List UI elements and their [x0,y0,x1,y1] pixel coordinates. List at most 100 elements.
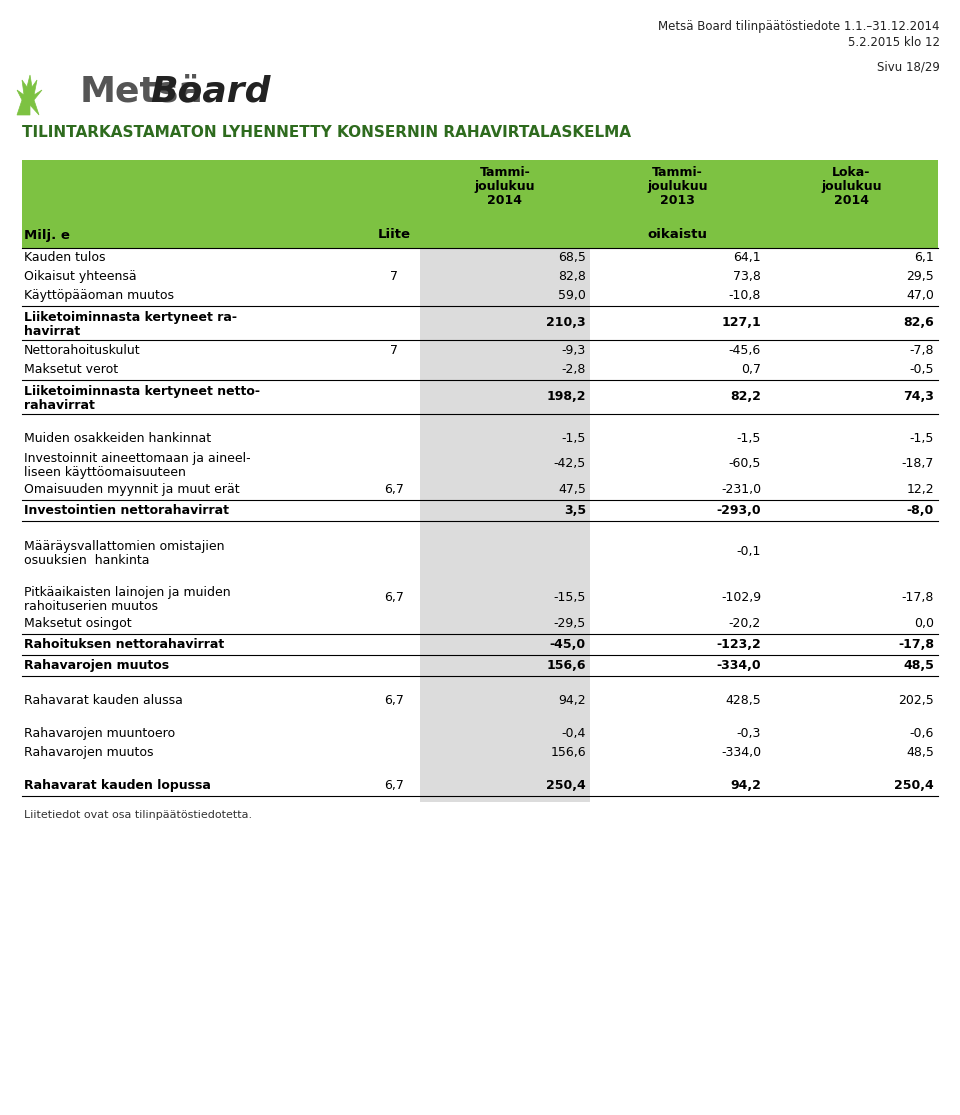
Text: 6,1: 6,1 [914,251,934,264]
Text: Pitkäaikaisten lainojen ja muiden: Pitkäaikaisten lainojen ja muiden [24,586,230,599]
Text: -10,8: -10,8 [729,289,761,302]
Text: Tammi-: Tammi- [652,166,703,180]
Text: -17,8: -17,8 [901,591,934,604]
Text: 2013: 2013 [660,194,695,207]
Text: 2014: 2014 [488,194,522,207]
Text: -0,5: -0,5 [909,363,934,376]
Text: 59,0: 59,0 [558,289,586,302]
Text: Loka-: Loka- [832,166,871,180]
Text: 202,5: 202,5 [899,694,934,707]
Text: 47,0: 47,0 [906,289,934,302]
Text: -9,3: -9,3 [562,345,586,357]
Text: Käyttöpääoman muutos: Käyttöpääoman muutos [24,289,174,302]
Text: -29,5: -29,5 [554,617,586,630]
Text: Rahavarojen muutos: Rahavarojen muutos [24,659,169,672]
Text: 0,7: 0,7 [741,363,761,376]
Text: -20,2: -20,2 [729,617,761,630]
Text: 94,2: 94,2 [731,779,761,792]
Text: 127,1: 127,1 [721,317,761,330]
Text: Metsä: Metsä [80,75,204,109]
Text: 3,5: 3,5 [564,504,586,517]
Text: -0,4: -0,4 [562,727,586,740]
Text: -1,5: -1,5 [562,432,586,445]
Text: 6,7: 6,7 [384,591,404,604]
Text: 6,7: 6,7 [384,779,404,792]
Bar [22,159,938,248]
Text: Maksetut osingot: Maksetut osingot [24,617,132,630]
Text: -60,5: -60,5 [729,457,761,471]
Polygon shape [17,75,42,115]
Text: -1,5: -1,5 [910,432,934,445]
Text: 47,5: 47,5 [558,483,586,496]
Text: -334,0: -334,0 [721,746,761,759]
Text: 68,5: 68,5 [558,251,586,264]
Text: Milj. e: Milj. e [24,229,70,242]
Text: 94,2: 94,2 [559,694,586,707]
Text: 156,6: 156,6 [546,659,586,672]
Text: -8,0: -8,0 [907,504,934,517]
Text: 210,3: 210,3 [546,317,586,330]
Text: Muiden osakkeiden hankinnat: Muiden osakkeiden hankinnat [24,432,211,445]
Text: 48,5: 48,5 [903,659,934,672]
Text: 198,2: 198,2 [546,390,586,404]
Text: Liiketoiminnasta kertyneet ra-: Liiketoiminnasta kertyneet ra- [24,311,237,324]
Text: 12,2: 12,2 [906,483,934,496]
Text: 7: 7 [390,345,398,357]
Text: -0,6: -0,6 [910,727,934,740]
Text: -293,0: -293,0 [716,504,761,517]
Text: 428,5: 428,5 [725,694,761,707]
Text: TILINTARKASTAMATON LYHENNETTY KONSERNIN RAHAVIRTALASKELMA: TILINTARKASTAMATON LYHENNETTY KONSERNIN … [22,125,631,140]
Text: -0,1: -0,1 [736,545,761,559]
Text: Liiketoiminnasta kertyneet netto-: Liiketoiminnasta kertyneet netto- [24,385,260,398]
Text: 2014: 2014 [834,194,869,207]
Text: -102,9: -102,9 [721,591,761,604]
Text: Maksetut verot: Maksetut verot [24,363,118,376]
Text: -17,8: -17,8 [898,638,934,651]
Text: -15,5: -15,5 [554,591,586,604]
Text: Sivu 18/29: Sivu 18/29 [877,60,940,72]
Text: joulukuu: joulukuu [475,180,536,193]
Text: 7: 7 [390,270,398,283]
Text: -2,8: -2,8 [562,363,586,376]
Text: havirrat: havirrat [24,324,81,338]
Text: 6,7: 6,7 [384,694,404,707]
Text: osuuksien  hankinta: osuuksien hankinta [24,554,150,568]
Text: Rahavarojen muuntoero: Rahavarojen muuntoero [24,727,175,740]
Text: -334,0: -334,0 [716,659,761,672]
Text: Rahavarat kauden lopussa: Rahavarat kauden lopussa [24,779,211,792]
Text: -0,3: -0,3 [736,727,761,740]
Text: 64,1: 64,1 [733,251,761,264]
Text: -123,2: -123,2 [716,638,761,651]
Text: -7,8: -7,8 [909,345,934,357]
Text: 74,3: 74,3 [903,390,934,404]
Text: 5.2.2015 klo 12: 5.2.2015 klo 12 [848,36,940,49]
Text: 73,8: 73,8 [733,270,761,283]
Text: rahoituserien muutos: rahoituserien muutos [24,600,158,613]
Text: 0,0: 0,0 [914,617,934,630]
Text: -231,0: -231,0 [721,483,761,496]
Text: Nettorahoituskulut: Nettorahoituskulut [24,345,140,357]
Text: Määräysvallattomien omistajien: Määräysvallattomien omistajien [24,540,225,553]
Text: Rahavarojen muutos: Rahavarojen muutos [24,746,154,759]
Text: 82,6: 82,6 [903,317,934,330]
Text: Board: Board [150,75,271,109]
Text: -42,5: -42,5 [554,457,586,471]
Text: Rahoituksen nettorahavirrat: Rahoituksen nettorahavirrat [24,638,225,651]
Text: -18,7: -18,7 [901,457,934,471]
Text: 29,5: 29,5 [906,270,934,283]
Text: 82,2: 82,2 [731,390,761,404]
Text: oikaistu: oikaistu [647,229,708,242]
Bar [420,248,590,802]
Text: 156,6: 156,6 [550,746,586,759]
Text: Liitetiedot ovat osa tilinpäätöstiedotetta.: Liitetiedot ovat osa tilinpäätöstiedotet… [24,809,252,820]
Text: -45,0: -45,0 [550,638,586,651]
Text: 6,7: 6,7 [384,483,404,496]
Text: -45,6: -45,6 [729,345,761,357]
Text: Omaisuuden myynnit ja muut erät: Omaisuuden myynnit ja muut erät [24,483,240,496]
Text: Investoinnit aineettomaan ja aineel-: Investoinnit aineettomaan ja aineel- [24,452,251,465]
Text: Rahavarat kauden alussa: Rahavarat kauden alussa [24,694,182,707]
Text: 250,4: 250,4 [895,779,934,792]
Text: Oikaisut yhteensä: Oikaisut yhteensä [24,270,136,283]
Text: joulukuu: joulukuu [821,180,881,193]
Text: Kauden tulos: Kauden tulos [24,251,106,264]
